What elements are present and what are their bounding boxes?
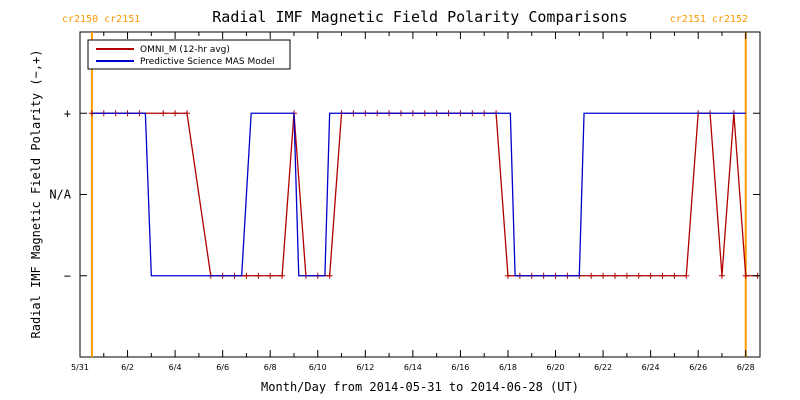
omni-data-point [635, 272, 642, 279]
omni-data-point [659, 272, 666, 279]
y-axis-label: Radial IMF Magnetic Field Polarity (−,+) [29, 50, 43, 339]
x-tick-label: 6/18 [499, 363, 517, 372]
omni-data-point [647, 272, 654, 279]
legend: OMNI_M (12-hr avg) Predictive Science MA… [87, 39, 291, 70]
x-tick-label: 6/24 [642, 363, 660, 372]
omni-data-point [326, 272, 333, 279]
y-tick-label: + [64, 106, 71, 120]
carrington-label: cr2151 cr2152 [670, 14, 748, 25]
chart-title: Radial IMF Magnetic Field Polarity Compa… [212, 8, 627, 26]
x-tick-label: 6/12 [356, 363, 374, 372]
x-tick-label: 5/31 [71, 363, 89, 372]
omni-data-point [160, 110, 167, 117]
omni-data-point [718, 272, 725, 279]
omni-data-point [623, 272, 630, 279]
x-tick-label: 6/16 [451, 363, 469, 372]
x-tick-label: 6/22 [594, 363, 612, 372]
x-tick-label: 6/10 [309, 363, 327, 372]
omni-data-point [742, 272, 749, 279]
x-tick-label: 6/6 [216, 363, 229, 372]
omni-data-point [600, 272, 607, 279]
omni-data-point [588, 272, 595, 279]
x-tick-label: 6/4 [169, 363, 182, 372]
legend-box [87, 39, 291, 70]
omni-data-point [267, 272, 274, 279]
omni-data-point [183, 110, 190, 117]
legend-label-omni: OMNI_M (12-hr avg) [140, 45, 230, 55]
omni-data-point [504, 272, 511, 279]
x-tick-label: 6/2 [121, 363, 134, 372]
omni-data-point [172, 110, 179, 117]
x-tick-label: 6/26 [689, 363, 707, 372]
series-line-omni [91, 112, 758, 277]
omni-data-point [671, 272, 678, 279]
omni-data-point [279, 272, 286, 279]
carrington-label: cr2150 cr2151 [62, 14, 140, 25]
x-tick-label: 6/14 [404, 363, 422, 372]
plot-frame [79, 31, 761, 358]
legend-label-mas: Predictive Science MAS Model [140, 57, 275, 67]
x-tick-label: 6/8 [264, 363, 277, 372]
x-tick-label: 6/28 [737, 363, 755, 372]
omni-data-point [611, 272, 618, 279]
series-line-mas [91, 112, 746, 277]
x-axis-label: Month/Day from 2014-05-31 to 2014-06-28 … [261, 380, 579, 394]
omni-data-point [255, 272, 262, 279]
y-tick-label: N/A [49, 188, 71, 202]
x-tick-label: 6/20 [547, 363, 565, 372]
y-tick-label: − [64, 269, 71, 283]
omni-data-point [683, 272, 690, 279]
omni-data-point [243, 272, 250, 279]
